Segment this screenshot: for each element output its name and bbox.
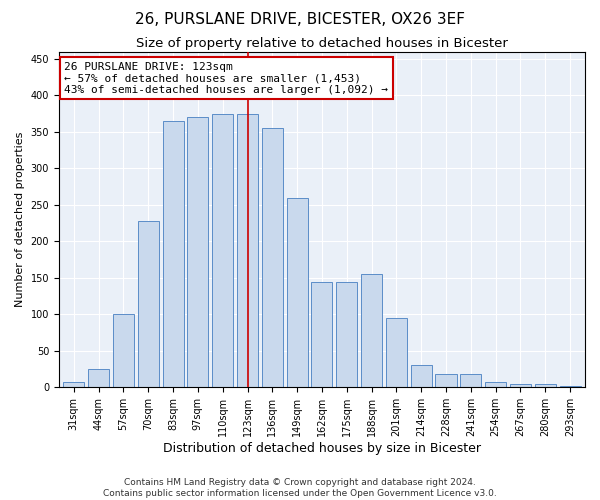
Bar <box>336 282 358 388</box>
Bar <box>436 374 457 388</box>
Bar <box>386 318 407 388</box>
Title: Size of property relative to detached houses in Bicester: Size of property relative to detached ho… <box>136 38 508 51</box>
Bar <box>287 198 308 388</box>
Text: 26, PURSLANE DRIVE, BICESTER, OX26 3EF: 26, PURSLANE DRIVE, BICESTER, OX26 3EF <box>135 12 465 28</box>
Bar <box>560 386 581 388</box>
Bar <box>63 382 85 388</box>
Bar <box>460 374 481 388</box>
Bar <box>187 118 208 388</box>
Bar <box>410 366 432 388</box>
Y-axis label: Number of detached properties: Number of detached properties <box>15 132 25 307</box>
Bar <box>510 384 531 388</box>
Bar <box>113 314 134 388</box>
Bar <box>237 114 258 388</box>
Bar <box>361 274 382 388</box>
Text: Contains HM Land Registry data © Crown copyright and database right 2024.
Contai: Contains HM Land Registry data © Crown c… <box>103 478 497 498</box>
Bar <box>485 382 506 388</box>
Bar <box>262 128 283 388</box>
Bar <box>163 121 184 388</box>
Bar <box>535 384 556 388</box>
Bar <box>212 114 233 388</box>
Bar <box>88 369 109 388</box>
X-axis label: Distribution of detached houses by size in Bicester: Distribution of detached houses by size … <box>163 442 481 455</box>
Bar <box>137 221 159 388</box>
Text: 26 PURSLANE DRIVE: 123sqm
← 57% of detached houses are smaller (1,453)
43% of se: 26 PURSLANE DRIVE: 123sqm ← 57% of detac… <box>64 62 388 95</box>
Bar <box>311 282 332 388</box>
